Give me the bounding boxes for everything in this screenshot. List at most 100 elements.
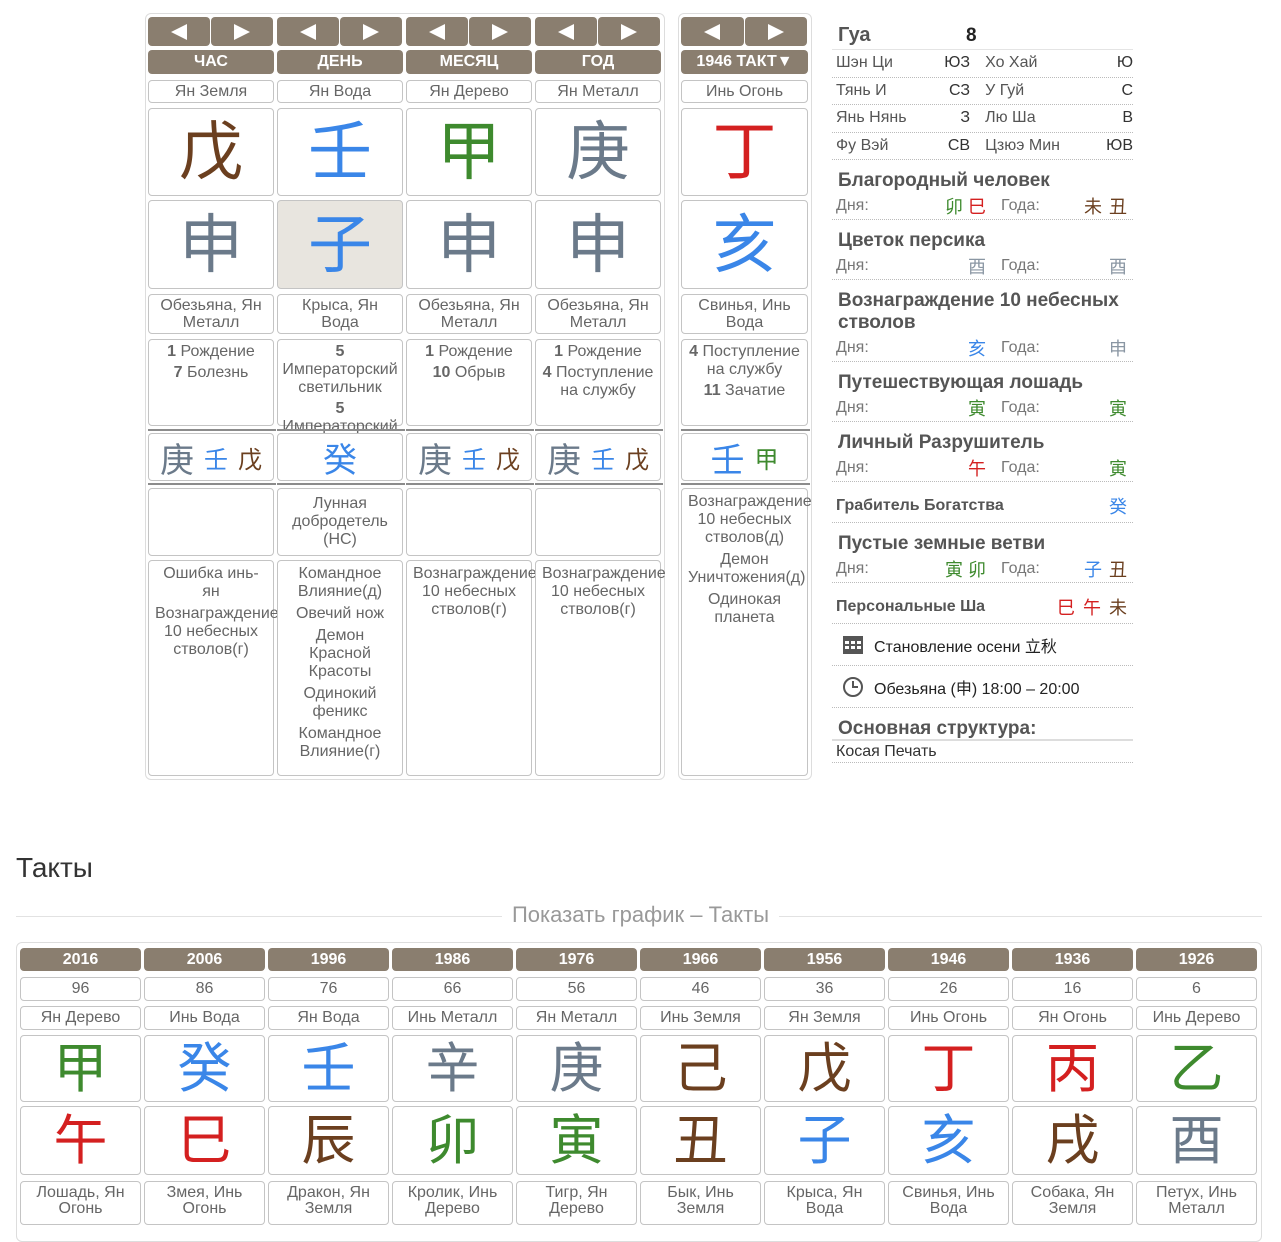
column-header[interactable]: ГОД: [535, 50, 661, 74]
takt-branch: 午: [20, 1106, 141, 1175]
stem-glyph: 乙: [1169, 1038, 1224, 1099]
direction-name: Фу Вэй: [836, 136, 889, 154]
section-title: Благородный человек: [838, 170, 1050, 191]
year-label: Года:: [1001, 256, 1040, 274]
chart-link[interactable]: Показать график – Такты: [0, 902, 1281, 928]
section-title: Цветок персика: [838, 230, 986, 251]
takt-year[interactable]: 1946: [888, 948, 1009, 971]
takt-stem: 甲: [20, 1035, 141, 1102]
solar-term: Становление осени 立秋: [874, 638, 1057, 656]
takt-branch: 酉: [1136, 1106, 1257, 1175]
stem-glyph: 丙: [1045, 1038, 1100, 1099]
arrow-icon: [492, 23, 508, 40]
section-row: Дня: 卯巳 Года: 未丑: [832, 192, 1133, 220]
calendar-icon: [843, 635, 863, 654]
chart-link-text[interactable]: Показать график – Такты: [501, 902, 780, 927]
takt-animal: Бык, Инь Земля: [640, 1181, 761, 1225]
column-header[interactable]: ЧАС: [148, 50, 274, 74]
direction-name: Цзюэ Мин: [985, 136, 1060, 154]
prev-button[interactable]: [406, 17, 468, 46]
takt-age: 96: [20, 977, 141, 1001]
star-row: 5 Императорский светильник: [280, 343, 400, 397]
branch-glyph: 申: [437, 208, 501, 281]
next-button[interactable]: [744, 17, 807, 46]
branch-glyph: 寅: [549, 1110, 604, 1171]
takt-year[interactable]: 1956: [764, 948, 885, 971]
stem-glyph: 庚: [566, 116, 630, 188]
takt-stem: 壬: [268, 1035, 389, 1102]
star-number: 7: [173, 364, 183, 381]
takt-year[interactable]: 1986: [392, 948, 513, 971]
direction-value: В: [1122, 109, 1133, 127]
takt-age: 66: [392, 977, 513, 1001]
year-glyphs: 申: [1061, 335, 1133, 361]
glyph: 癸: [1109, 497, 1127, 517]
stem-cell: 戊: [148, 108, 274, 196]
prev-button[interactable]: [681, 17, 744, 46]
separator: [535, 429, 663, 431]
stem-glyph: 甲: [53, 1038, 108, 1099]
takt-year[interactable]: 1976: [516, 948, 637, 971]
year-glyph: 未: [1084, 196, 1102, 217]
animal-cell: Обезьяна, Ян Металл: [148, 294, 274, 334]
hidden-glyph: 庚: [547, 441, 581, 480]
hour-row: Обезьяна (申) 18:00 – 20:00: [832, 666, 1133, 708]
takt-year[interactable]: 1926: [1136, 948, 1257, 971]
separator: [681, 429, 810, 431]
takt-animal: Свинья, Инь Вода: [888, 1181, 1009, 1225]
takt-year[interactable]: 1966: [640, 948, 761, 971]
glyphs: 巳午未: [1049, 594, 1127, 620]
branch-glyph: 子: [797, 1110, 852, 1171]
direction-value: СЗ: [949, 81, 971, 99]
next-button[interactable]: [340, 17, 402, 46]
direction-name: Хо Хай: [985, 54, 1038, 72]
takt-animal: Крыса, Ян Вода: [764, 1181, 885, 1225]
takt-stem: 戊: [764, 1035, 885, 1102]
star-number: 1: [554, 343, 564, 360]
next-button[interactable]: [469, 17, 531, 46]
direction-row: Янь Нянь З Лю Ша В: [832, 105, 1133, 133]
direction-name: Шэн Ци: [836, 54, 893, 72]
star-number: 11: [703, 382, 721, 399]
element-cell: Ян Металл: [535, 80, 661, 103]
day-label: Дня:: [836, 458, 869, 476]
star-name: Зачатие: [725, 382, 786, 399]
takt-year[interactable]: 1996: [268, 948, 389, 971]
year-label: Года:: [1001, 196, 1040, 214]
takt-year[interactable]: 2006: [144, 948, 265, 971]
takt-age: 86: [144, 977, 265, 1001]
branch-cell: 申: [148, 200, 274, 289]
takt-year[interactable]: 1936: [1012, 948, 1133, 971]
column-header[interactable]: 1946 ТАКТ▼: [681, 50, 808, 74]
hidden-cell: 壬甲: [681, 433, 808, 481]
takt-stem: 癸: [144, 1035, 265, 1102]
year-glyph: 子: [1084, 559, 1102, 580]
next-button[interactable]: [211, 17, 273, 46]
takt-branch: 子: [764, 1106, 885, 1175]
gua-value: 8: [966, 24, 977, 46]
hidden-cell: 庚壬戊: [406, 433, 532, 481]
prev-button[interactable]: [148, 17, 210, 46]
prev-button[interactable]: [277, 17, 339, 46]
stem-glyph: 己: [673, 1038, 728, 1099]
takt-frame: [678, 13, 812, 780]
section-title: Путешествующая лошадь: [838, 372, 1084, 393]
symbol-text: Вознаграждение 10 небесных стволов(г): [542, 565, 666, 618]
takt-branch: 卯: [392, 1106, 513, 1175]
year-glyph: 寅: [1109, 398, 1127, 419]
section-row: Грабитель Богатства 癸: [832, 482, 1133, 523]
column-header[interactable]: ДЕНЬ: [277, 50, 403, 74]
direction-value: С: [1121, 81, 1133, 99]
hidden-glyph: 庚: [160, 441, 194, 480]
takt-element: Инь Дерево: [1136, 1006, 1257, 1030]
column-header[interactable]: МЕСЯЦ: [406, 50, 532, 74]
symbols-cell: Вознаграждение 10 небесных стволов(г): [535, 560, 666, 776]
next-button[interactable]: [598, 17, 660, 46]
prev-button[interactable]: [535, 17, 597, 46]
year-glyph: 酉: [1109, 256, 1127, 277]
star-number: 4: [542, 364, 552, 381]
section-title: Личный Разрушитель: [838, 432, 1045, 453]
takt-year[interactable]: 2016: [20, 948, 141, 971]
star-number: 5: [335, 343, 345, 360]
takt-element: Инь Вода: [144, 1006, 265, 1030]
